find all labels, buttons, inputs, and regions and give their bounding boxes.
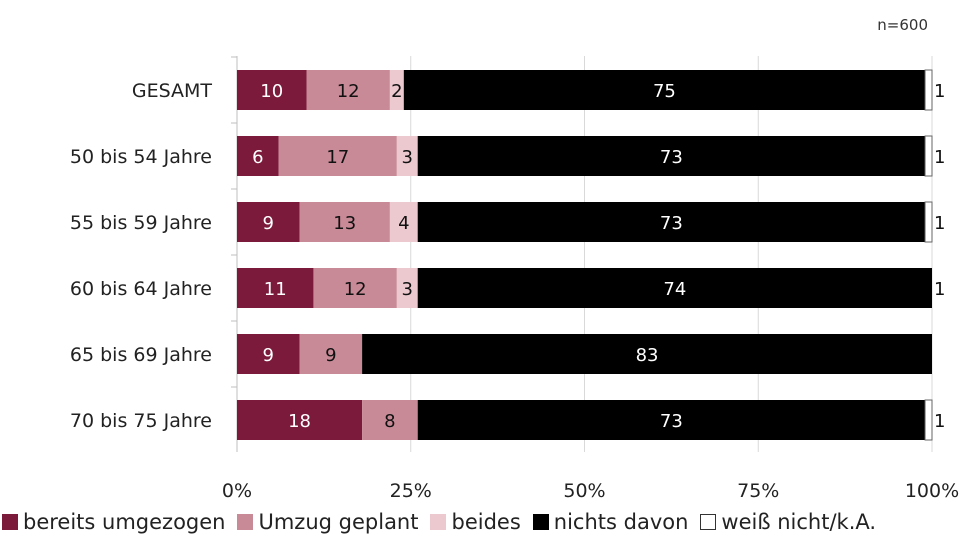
bar-segment [237,400,363,440]
bar-segment [417,268,932,308]
data-label: 73 [660,411,683,432]
data-label: 9 [325,345,336,366]
bar-segment [237,202,300,242]
legend-swatch [532,514,549,530]
data-label: 12 [344,279,367,300]
data-label: 18 [288,411,311,432]
category-label: 50 bis 54 Jahre [70,146,212,168]
bar-segment [924,135,933,177]
data-label: 11 [264,279,287,300]
legend-item: weiß nicht/k.A. [700,510,876,534]
bar-segment [237,268,314,308]
bar-segment [417,136,926,176]
legend-swatch [2,514,18,530]
sample-size-note: n=600 [877,16,928,34]
category-label: GESAMT [132,80,213,102]
bar-segment [299,202,390,242]
data-label: 83 [636,345,659,366]
legend-item: nichts davon [532,510,689,534]
data-label: 1 [934,213,945,234]
data-label: 75 [653,81,676,102]
legend-label: bereits umgezogen [23,510,226,534]
x-tick-label: 0% [222,480,252,502]
x-tick-label: 75% [737,480,779,502]
x-tick-label: 50% [563,480,605,502]
data-label: 73 [660,147,683,168]
bar-segment [396,268,418,308]
legend-swatch [237,514,254,530]
data-label: 13 [333,213,356,234]
data-label: 73 [660,213,683,234]
data-label: 2 [391,81,402,102]
legend-swatch [700,514,717,530]
chart-legend: bereits umgezogen Umzug geplant beides nich… [0,508,966,536]
data-label: 8 [384,411,395,432]
legend-item: Umzug geplant [237,510,418,534]
data-label: 9 [263,213,274,234]
bar-segment [417,400,926,440]
legend-label: weiß nicht/k.A. [721,510,877,534]
bar-segment [396,136,418,176]
legend-swatch [430,514,447,530]
data-label: 4 [398,213,409,234]
bar-segment [362,400,418,440]
data-label: 3 [402,147,413,168]
bar-segment [417,202,926,242]
legend-label: beides [451,510,521,534]
data-label: 1 [934,279,945,300]
data-label: 17 [326,147,349,168]
x-tick-label: 100% [905,480,959,502]
data-label: 1 [934,411,945,432]
bar-segment [924,399,933,441]
data-label: 12 [337,81,360,102]
data-label: 6 [252,147,263,168]
bar-segment [924,201,933,243]
bar-segment [299,334,363,374]
bar-segment [306,70,390,110]
bar-segment [362,334,933,374]
legend-label: Umzug geplant [258,510,419,534]
bar-segment [278,136,397,176]
bar-segment [313,268,397,308]
legend-item: beides [430,510,521,534]
legend-label: nichts davon [553,510,689,534]
data-label: 1 [934,81,945,102]
data-label: 1 [934,147,945,168]
category-label: 65 bis 69 Jahre [70,344,212,366]
bar-segment [237,70,307,110]
legend-item: bereits umgezogen [2,510,225,534]
bar-segment [389,70,404,110]
data-label: 3 [402,279,413,300]
bar-segment [924,69,933,111]
bar-segment [403,70,926,110]
bar-segment [237,136,279,176]
bar-segment [389,202,418,242]
x-tick-label: 25% [390,480,432,502]
category-label: 60 bis 64 Jahre [70,278,212,300]
category-label: 70 bis 75 Jahre [70,410,212,432]
bar-segment [237,334,300,374]
data-label: 74 [663,279,686,300]
data-label: 9 [263,345,274,366]
category-label: 55 bis 59 Jahre [70,212,212,234]
data-label: 10 [260,81,283,102]
